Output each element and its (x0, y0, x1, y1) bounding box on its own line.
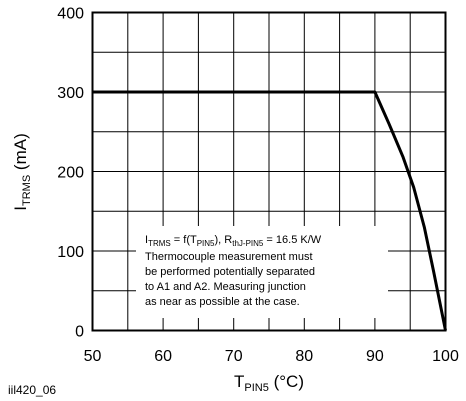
y-tick-label: 300 (57, 85, 84, 102)
series-line (92, 90, 447, 331)
x-axis-title: TPIN5 (°C) (234, 372, 304, 394)
y-tick-label: 200 (57, 165, 84, 182)
y-tick-labels: 0 100 200 300 400 (57, 6, 84, 341)
annotation-line-2: be performed potentially separated (145, 266, 315, 278)
annotation-line-1: Thermocouple measurement must (145, 251, 313, 263)
y-tick-label: 400 (57, 6, 84, 23)
figure-id: iil420_06 (8, 383, 56, 397)
x-tick-labels: 50 60 70 80 90 100 (84, 348, 459, 365)
x-tick-label: 50 (84, 348, 102, 365)
annotation: ITRMS = f(TPIN5), RthJ-PIN5 = 16.5 K/W T… (145, 234, 322, 308)
annotation-box (136, 226, 388, 318)
x-tick-label: 70 (225, 348, 243, 365)
x-tick-label: 90 (366, 348, 384, 365)
y-tick-label: 0 (75, 324, 84, 341)
y-tick-label: 100 (57, 244, 84, 261)
x-tick-label: 100 (432, 348, 459, 365)
x-tick-label: 60 (154, 348, 172, 365)
annotation-line-3: to A1 and A2. Measuring junction (145, 281, 306, 293)
annotation-formula: ITRMS = f(TPIN5), RthJ-PIN5 = 16.5 K/W (145, 234, 322, 248)
series-layer (92, 90, 447, 331)
plot-frame (91, 11, 447, 332)
x-tick-label: 80 (295, 348, 313, 365)
y-axis-title: ITRMS (mA) (11, 133, 33, 210)
annotation-line-4: as near as possible at the case. (145, 296, 300, 308)
